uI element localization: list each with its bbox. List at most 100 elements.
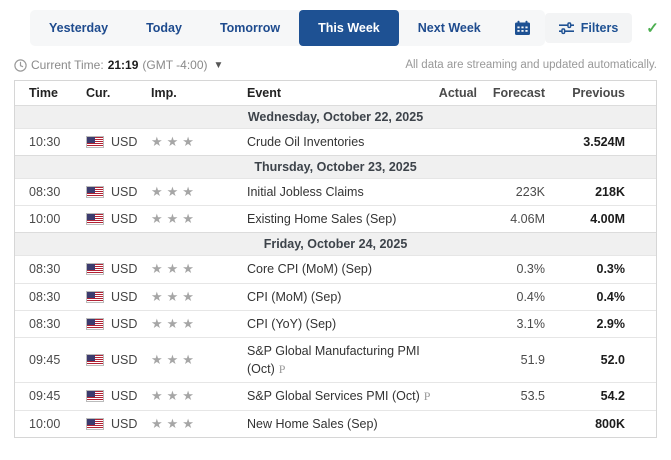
calendar-picker-button[interactable] — [500, 10, 545, 46]
event-row[interactable]: 10:00USD★★★Existing Home Sales (Sep)4.06… — [15, 205, 656, 232]
importance-stars-icon: ★★★ — [151, 352, 247, 368]
event-name[interactable]: CPI (MoM) (Sep) — [247, 288, 437, 306]
event-time: 08:30 — [29, 317, 86, 331]
event-row[interactable]: 10:00 USD ★★★New Home Sales (Sep) 800K — [15, 410, 656, 437]
event-currency: USD — [86, 317, 151, 331]
event-currency: USD — [86, 389, 151, 403]
tab-tomorrow[interactable]: Tomorrow — [201, 10, 299, 46]
header-forecast: Forecast — [477, 86, 545, 100]
event-currency: USD — [86, 262, 151, 276]
checkmark-icon[interactable]: ✓ — [646, 19, 659, 37]
us-flag-icon — [86, 136, 104, 148]
header-currency: Cur. — [86, 86, 151, 100]
event-time: 09:45 — [29, 353, 86, 367]
currency-code: USD — [111, 185, 137, 199]
event-row[interactable]: 09:45 USD ★★★S&P Global Services PMI (Oct)… — [15, 382, 656, 409]
us-flag-icon — [86, 318, 104, 330]
filters-button[interactable]: Filters — [545, 13, 633, 43]
previous-value: 0.4% — [545, 290, 625, 304]
previous-value: 54.2 — [545, 389, 625, 403]
header-time: Time — [29, 86, 86, 100]
table-header-row: Time Cur. Imp. Event Actual Forecast Pre… — [15, 81, 656, 105]
event-row[interactable]: 09:45 USD ★★★S&P Global Manufacturing PMI … — [15, 337, 656, 383]
event-time: 10:00 — [29, 417, 86, 431]
importance-stars-icon: ★★★ — [151, 134, 247, 150]
event-row[interactable]: 08:30 USD ★★★Initial Jobless Claims 223K218… — [15, 178, 656, 205]
forecast-value: 223K — [477, 185, 545, 199]
current-time: Current Time: 21:19 (GMT -4:00) ▼ — [14, 58, 223, 72]
event-name[interactable]: Initial Jobless Claims — [247, 183, 437, 201]
header-event: Event — [247, 86, 437, 100]
tab-next-week[interactable]: Next Week — [399, 10, 500, 46]
forecast-value: 53.5 — [477, 389, 545, 403]
event-name[interactable]: CPI (YoY) (Sep) — [247, 315, 437, 333]
event-currency: USD — [86, 135, 151, 149]
preliminary-badge: P — [424, 389, 431, 403]
filters-label: Filters — [581, 21, 619, 35]
us-flag-icon — [86, 418, 104, 430]
currency-code: USD — [111, 290, 137, 304]
importance-stars-icon: ★★★ — [151, 211, 247, 227]
date-separator-row: Thursday, October 23, 2025 — [15, 155, 656, 178]
header-importance: Imp. — [151, 86, 247, 100]
previous-value: 218K — [545, 185, 625, 199]
previous-value: 52.0 — [545, 353, 625, 367]
top-toolbar: YesterdayTodayTomorrowThis WeekNext Week… — [30, 10, 657, 46]
tab-today[interactable]: Today — [127, 10, 201, 46]
event-row[interactable]: 08:30USD★★★CPI (YoY) (Sep)3.1%2.9% — [15, 310, 656, 337]
date-range-tabstrip: YesterdayTodayTomorrowThis WeekNext Week — [30, 10, 545, 46]
event-name[interactable]: New Home Sales (Sep) — [247, 415, 437, 433]
event-name[interactable]: Crude Oil Inventories — [247, 133, 437, 151]
event-row[interactable]: 08:30USD★★★CPI (MoM) (Sep)0.4%0.4% — [15, 283, 656, 310]
us-flag-icon — [86, 291, 104, 303]
preliminary-badge: P — [279, 362, 286, 376]
importance-stars-icon: ★★★ — [151, 184, 247, 200]
currency-code: USD — [111, 262, 137, 276]
currency-code: USD — [111, 212, 137, 226]
event-row[interactable]: 08:30 USD ★★★Core CPI (MoM) (Sep) 0.3%0.3% — [15, 255, 656, 282]
currency-code: USD — [111, 135, 137, 149]
date-separator-row: Friday, October 24, 2025 — [15, 232, 656, 255]
previous-value: 800K — [545, 417, 625, 431]
importance-stars-icon: ★★★ — [151, 416, 247, 432]
tab-yesterday[interactable]: Yesterday — [30, 10, 127, 46]
currency-code: USD — [111, 389, 137, 403]
event-name[interactable]: Existing Home Sales (Sep) — [247, 210, 437, 228]
forecast-value: 3.1% — [477, 317, 545, 331]
currency-code: USD — [111, 417, 137, 431]
clock-icon — [14, 59, 27, 72]
header-previous: Previous — [545, 86, 625, 100]
us-flag-icon — [86, 213, 104, 225]
event-currency: USD — [86, 290, 151, 304]
forecast-value: 4.06M — [477, 212, 545, 226]
tab-this-week[interactable]: This Week — [299, 10, 399, 46]
calendar-icon — [514, 20, 531, 36]
us-flag-icon — [86, 354, 104, 366]
importance-stars-icon: ★★★ — [151, 388, 247, 404]
importance-stars-icon: ★★★ — [151, 261, 247, 277]
event-time: 08:30 — [29, 185, 86, 199]
previous-value: 2.9% — [545, 317, 625, 331]
event-name[interactable]: S&P Global Manufacturing PMI (Oct)P — [247, 342, 437, 379]
event-name[interactable]: Core CPI (MoM) (Sep) — [247, 260, 437, 278]
date-separator-row: Wednesday, October 22, 2025 — [15, 105, 656, 128]
event-currency: USD — [86, 212, 151, 226]
sliders-icon — [559, 22, 574, 35]
event-row[interactable]: 10:30USD★★★Crude Oil Inventories3.524M — [15, 128, 656, 155]
event-time: 09:45 — [29, 389, 86, 403]
currency-code: USD — [111, 353, 137, 367]
currency-code: USD — [111, 317, 137, 331]
current-time-value: 21:19 — [108, 58, 139, 72]
forecast-value: 0.3% — [477, 262, 545, 276]
us-flag-icon — [86, 390, 104, 402]
importance-stars-icon: ★★★ — [151, 289, 247, 305]
previous-value: 0.3% — [545, 262, 625, 276]
event-time: 08:30 — [29, 262, 86, 276]
economic-calendar-table: Time Cur. Imp. Event Actual Forecast Pre… — [14, 80, 657, 438]
us-flag-icon — [86, 263, 104, 275]
event-name[interactable]: S&P Global Services PMI (Oct)P — [247, 387, 437, 405]
current-time-label: Current Time: — [31, 58, 104, 72]
chevron-down-icon[interactable]: ▼ — [214, 60, 224, 71]
status-line: Current Time: 21:19 (GMT -4:00) ▼ All da… — [14, 58, 657, 72]
previous-value: 4.00M — [545, 212, 625, 226]
